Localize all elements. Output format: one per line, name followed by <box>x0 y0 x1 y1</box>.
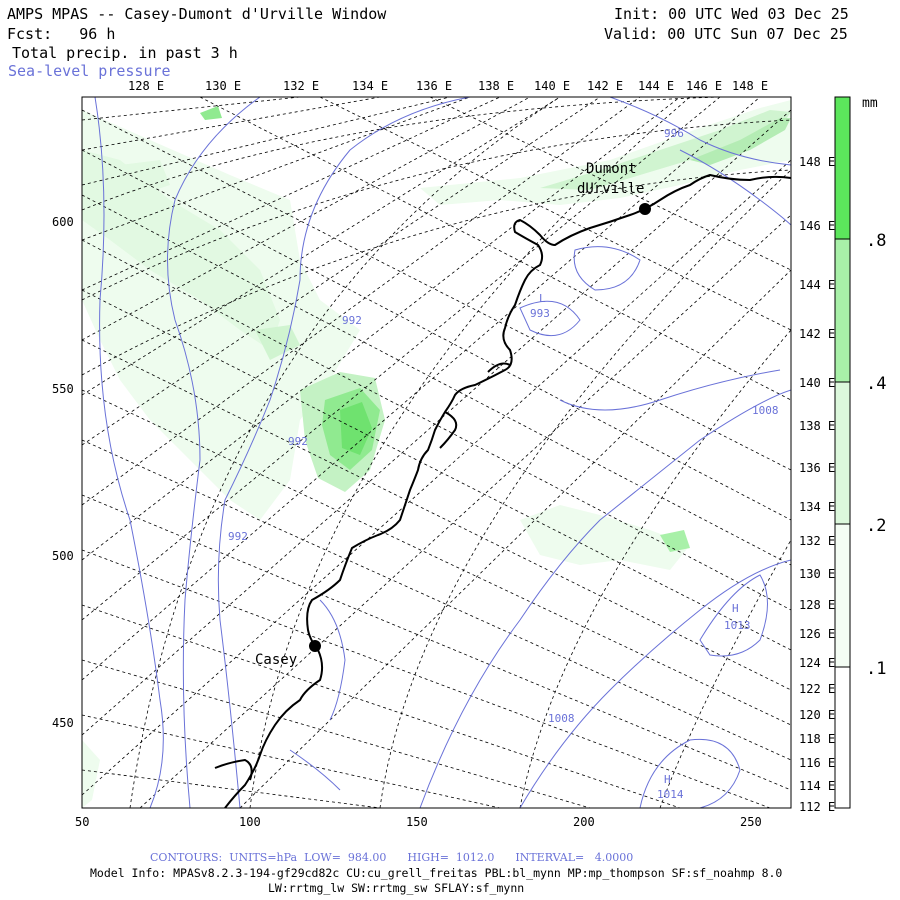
lon-label: 120 E <box>799 708 835 722</box>
station-dot-casey[interactable] <box>309 640 321 652</box>
colorbar-label: .2 <box>866 516 886 536</box>
chart-title: AMPS MPAS -- Casey-Dumont d'Urville Wind… <box>7 5 387 23</box>
lon-label: 146 E <box>799 219 835 233</box>
colorbar-bin <box>835 524 850 667</box>
lon-label: 136 E <box>416 79 452 93</box>
lon-label: 126 E <box>799 627 835 641</box>
contour-labels: 992 992 992 996 993 1008 1008 1013 1014 … <box>228 127 779 801</box>
lon-label: 146 E <box>686 79 722 93</box>
lon-label: 114 E <box>799 779 835 793</box>
y-tick-label: 450 <box>52 716 74 730</box>
lon-label: 128 E <box>128 79 164 93</box>
precip-shading <box>82 100 791 808</box>
contour-label: 1008 <box>548 712 575 725</box>
lon-label: 136 E <box>799 461 835 475</box>
lat-lon-grid <box>82 97 791 808</box>
lon-label: 132 E <box>799 534 835 548</box>
lon-label: 124 E <box>799 656 835 670</box>
right-lon-labels: 148 E 146 E 144 E 142 E 140 E 138 E 136 … <box>799 155 835 814</box>
lon-label: 132 E <box>283 79 319 93</box>
plot-frame <box>81 96 792 809</box>
colorbar-bin <box>835 97 850 239</box>
model-info: Model Info: MPASv8.2.3-194-gf29cd82c CU:… <box>90 866 783 880</box>
contour-label: 1008 <box>752 404 779 417</box>
grid-axis-ticks: 50 100 150 200 250 600 550 500 450 <box>52 215 762 829</box>
colorbar-bin <box>835 239 850 382</box>
colorbar <box>834 96 851 809</box>
lon-label: 144 E <box>638 79 674 93</box>
lon-label: 118 E <box>799 732 835 746</box>
top-lon-labels: 128 E 130 E 132 E 134 E 136 E 138 E 140 … <box>128 79 768 93</box>
lon-label: 128 E <box>799 598 835 612</box>
x-tick-label: 250 <box>740 815 762 829</box>
contour-label: 1014 <box>657 788 684 801</box>
lon-label: 134 E <box>799 500 835 514</box>
colorbar-label: .8 <box>866 231 886 251</box>
station-label-durville: dUrville <box>577 181 644 197</box>
y-tick-label: 500 <box>52 549 74 563</box>
pressure-marker-low: L <box>539 292 546 305</box>
station-label-casey: Casey <box>255 652 297 668</box>
forecast-hour: Fcst: 96 h <box>7 25 116 43</box>
slp-contours <box>94 97 791 808</box>
lon-label: 148 E <box>732 79 768 93</box>
colorbar-unit: mm <box>862 96 878 111</box>
x-tick-label: 200 <box>573 815 595 829</box>
lon-label: 138 E <box>799 419 835 433</box>
x-tick-label: 150 <box>406 815 428 829</box>
contour-label: 992 <box>228 530 248 543</box>
station-label-dumont: Dumont <box>586 161 637 177</box>
lon-label: 148 E <box>799 155 835 169</box>
field-name: Total precip. in past 3 h <box>12 44 238 62</box>
x-tick-label: 100 <box>239 815 261 829</box>
lon-label: 116 E <box>799 756 835 770</box>
station-labels: Dumont dUrville Casey <box>255 161 644 668</box>
x-tick-label: 50 <box>75 815 89 829</box>
lon-label: 130 E <box>205 79 241 93</box>
lon-label: 140 E <box>534 79 570 93</box>
lon-label: 112 E <box>799 800 835 814</box>
lon-label: 140 E <box>799 376 835 390</box>
valid-time: Valid: 00 UTC Sun 07 Dec 25 <box>604 25 848 43</box>
lon-label: 122 E <box>799 682 835 696</box>
station-dot-dumont[interactable] <box>639 203 651 215</box>
contour-label: 993 <box>530 307 550 320</box>
station-markers <box>309 203 651 652</box>
y-tick-label: 550 <box>52 382 74 396</box>
colorbar-label: .4 <box>866 374 886 394</box>
colorbar-bin <box>835 667 850 808</box>
contour-label: 1013 <box>724 619 751 632</box>
overlay-name: Sea-level pressure <box>8 62 171 80</box>
contour-label: 992 <box>288 435 308 448</box>
colorbar-bin <box>835 382 850 524</box>
lon-label: 142 E <box>799 327 835 341</box>
init-time: Init: 00 UTC Wed 03 Dec 25 <box>614 5 849 23</box>
colorbar-label: .1 <box>866 659 886 679</box>
colorbar-labels: mm .8 .4 .2 .1 <box>862 96 886 679</box>
contour-label: 996 <box>664 127 684 140</box>
model-info-line2: LW:rrtmg_lw SW:rrtmg_sw SFLAY:sf_mynn <box>268 881 525 895</box>
colorbar-frame <box>834 96 851 809</box>
lon-label: 130 E <box>799 567 835 581</box>
lon-label: 134 E <box>352 79 388 93</box>
contour-label: 992 <box>342 314 362 327</box>
lon-label: 144 E <box>799 278 835 292</box>
pressure-marker-high: H <box>664 773 671 786</box>
y-tick-label: 600 <box>52 215 74 229</box>
pressure-marker-high: H <box>732 602 739 615</box>
lon-label: 138 E <box>478 79 514 93</box>
lon-label: 142 E <box>587 79 623 93</box>
contour-info: CONTOURS: UNITS=hPa LOW= 984.00 HIGH= 10… <box>150 851 634 864</box>
